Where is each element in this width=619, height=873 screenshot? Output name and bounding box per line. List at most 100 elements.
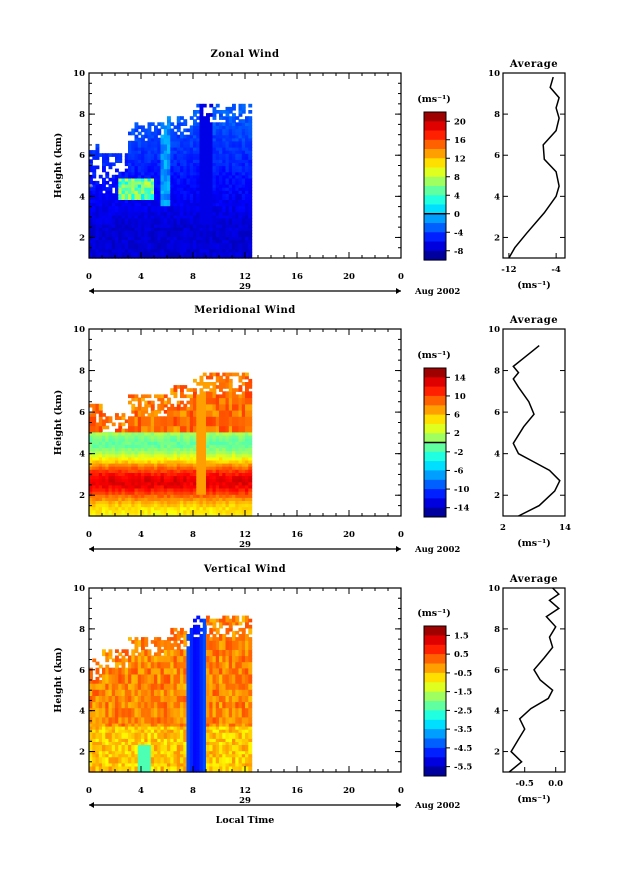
heatmap-cell xyxy=(108,726,113,730)
heatmap-cell xyxy=(157,221,162,225)
heatmap-cell xyxy=(180,122,184,126)
heatmap-cell xyxy=(105,419,110,424)
heatmap-cell xyxy=(238,119,243,123)
heatmap-cell xyxy=(118,735,123,739)
heatmap-cell xyxy=(193,113,197,117)
heatmap-cell xyxy=(170,450,175,455)
heatmap-cell xyxy=(215,205,220,210)
heatmap-cell xyxy=(248,128,253,133)
heatmap-cell xyxy=(215,422,220,427)
heatmap-cell xyxy=(92,503,97,508)
heatmap-cell xyxy=(157,208,162,213)
heatmap-cell xyxy=(186,503,191,508)
heatmap-cell xyxy=(131,165,136,170)
heatmap-cell xyxy=(232,478,236,483)
heatmap-cell xyxy=(144,732,149,736)
heatmap-cell xyxy=(176,205,181,210)
heatmap-cell xyxy=(202,254,207,259)
heatmap-cell xyxy=(241,251,246,256)
heatmap-cell xyxy=(235,131,240,136)
heatmap-cell xyxy=(105,459,110,464)
heatmap-cell xyxy=(121,254,126,259)
heatmap-cell xyxy=(209,125,214,130)
heatmap-cell xyxy=(193,251,197,256)
heatmap-cell xyxy=(144,400,149,405)
heatmap-cell xyxy=(219,444,223,448)
heatmap-cell xyxy=(134,125,139,130)
heatmap-cell xyxy=(176,453,181,458)
heatmap-cell xyxy=(245,205,249,210)
heatmap-cell xyxy=(98,481,103,486)
heatmap-cell xyxy=(245,382,249,386)
heatmap-cell xyxy=(232,422,236,427)
heatmap-cell xyxy=(144,147,149,151)
heatmap-cell xyxy=(141,500,145,505)
heatmap-cell xyxy=(219,184,223,188)
heatmap-cell xyxy=(115,177,119,182)
heatmap-cell xyxy=(115,435,119,439)
heatmap-cell xyxy=(176,125,181,130)
heatmap-cell xyxy=(173,208,178,213)
heatmap-cell xyxy=(89,419,93,424)
colorbar-segment xyxy=(424,213,446,224)
heatmap-cell xyxy=(232,113,236,117)
heatmap-cell xyxy=(141,134,145,139)
heatmap-cell xyxy=(111,658,116,663)
heatmap-cell xyxy=(124,756,129,761)
heatmap-cell xyxy=(225,410,230,414)
heatmap-cell xyxy=(180,441,184,445)
heatmap-cell xyxy=(108,732,113,736)
heatmap-cell xyxy=(115,488,119,492)
heatmap-cell xyxy=(202,481,207,486)
heatmap-cell xyxy=(183,143,188,148)
heatmap-cell xyxy=(167,488,171,492)
heatmap-cell xyxy=(183,478,188,483)
heatmap-cell xyxy=(167,444,171,448)
heatmap-cell xyxy=(102,472,106,477)
heatmap-cell xyxy=(245,413,249,417)
heatmap-cell xyxy=(222,180,227,185)
heatmap-cell xyxy=(128,729,132,733)
heatmap-cell xyxy=(199,177,204,182)
heatmap-cell xyxy=(160,416,165,420)
heatmap-cell xyxy=(228,211,233,216)
heatmap-cell xyxy=(235,478,240,483)
heatmap-cell xyxy=(92,722,97,727)
heatmap-cell xyxy=(95,478,100,483)
heatmap-cell xyxy=(228,503,233,508)
heatmap-cell xyxy=(163,156,168,160)
heatmap-cell xyxy=(134,422,139,427)
heatmap-cell xyxy=(98,732,103,736)
heatmap-cell xyxy=(108,251,113,256)
heatmap-cell xyxy=(219,406,223,411)
heatmap-cell xyxy=(131,171,136,176)
heatmap-cell xyxy=(170,419,175,424)
heatmap-cell xyxy=(128,187,132,191)
heatmap-cell xyxy=(189,236,194,241)
heatmap-cell xyxy=(219,397,223,402)
heatmap-cell xyxy=(222,488,227,492)
heatmap-cell xyxy=(202,162,207,167)
colorbar-segment xyxy=(424,395,446,406)
heatmap-cell xyxy=(232,119,236,123)
heatmap-cell xyxy=(186,128,191,133)
heatmap-cell xyxy=(225,214,230,219)
heatmap-cell xyxy=(202,428,207,433)
heatmap-cell xyxy=(186,441,191,445)
heatmap-cell xyxy=(141,707,145,712)
heatmap-cell xyxy=(163,251,168,256)
heatmap-cell xyxy=(128,245,132,250)
heatmap-cell xyxy=(199,199,204,204)
heatmap-cell xyxy=(241,444,246,448)
heatmap-cell xyxy=(202,171,207,176)
heatmap-cell xyxy=(89,224,93,228)
heatmap-cell xyxy=(150,509,155,514)
heatmap-cell xyxy=(209,168,214,173)
heatmap-cell xyxy=(238,509,243,514)
x-tick-label: 20 xyxy=(343,530,355,540)
heatmap-cell xyxy=(206,397,210,402)
heatmap-cell xyxy=(245,481,249,486)
heatmap-cell xyxy=(137,759,142,764)
heatmap-cell xyxy=(98,193,103,197)
heatmap-cell xyxy=(108,741,113,745)
